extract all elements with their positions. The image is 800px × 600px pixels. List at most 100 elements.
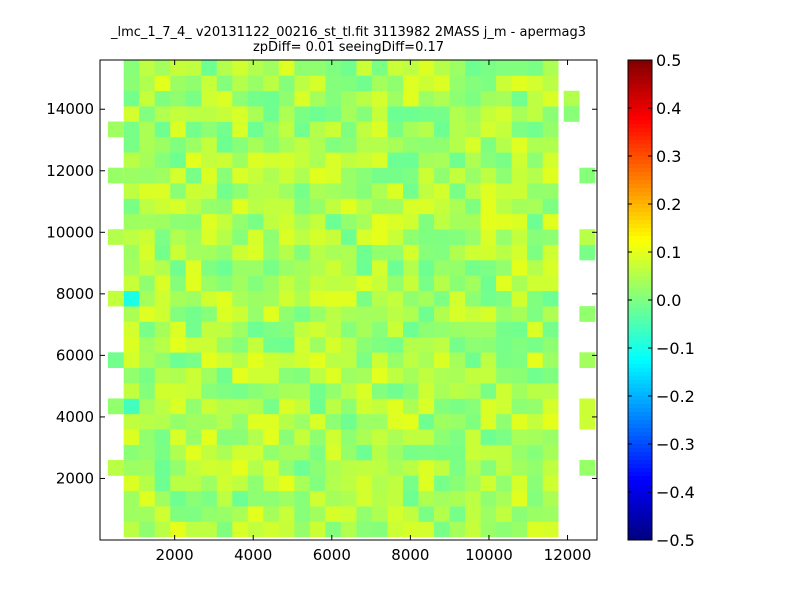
heatmap-cell [527, 336, 543, 353]
heatmap-cell [170, 198, 187, 215]
colorbar-segment [628, 420, 652, 425]
heatmap-cell [511, 152, 528, 168]
heatmap-cell [325, 306, 342, 322]
heatmap-cell [418, 260, 435, 276]
heatmap-cell [579, 413, 596, 430]
heatmap-cell [449, 275, 466, 292]
heatmap-cell [201, 60, 218, 76]
colorbar-segment [628, 328, 652, 333]
heatmap-cell [418, 183, 435, 199]
heatmap-cell [309, 75, 326, 92]
heatmap-cell [371, 260, 388, 276]
heatmap-cell [418, 106, 435, 122]
heatmap-cell [309, 60, 326, 76]
heatmap-cell [496, 367, 512, 384]
heatmap-cell [371, 429, 388, 445]
heatmap-cell [216, 413, 233, 430]
heatmap-cell [325, 60, 342, 76]
heatmap-cell [201, 352, 218, 368]
heatmap-cell [247, 198, 264, 215]
heatmap-cell [294, 490, 311, 507]
heatmap-cell [403, 429, 419, 445]
colorbar-segment [628, 324, 652, 329]
heatmap-cell [480, 198, 497, 215]
heatmap-cell [294, 275, 311, 292]
heatmap-cell [496, 521, 512, 538]
heatmap-cell [418, 383, 435, 399]
heatmap-cell [449, 229, 466, 245]
heatmap-cell [449, 90, 466, 107]
colorbar-segment [628, 492, 652, 497]
heatmap-cell [107, 352, 124, 368]
heatmap-cell [201, 367, 218, 384]
heatmap-cell [294, 336, 311, 353]
heatmap-cell [527, 429, 543, 445]
heatmap-cell [403, 213, 419, 230]
heatmap-cell [387, 152, 404, 168]
heatmap-cell [403, 321, 419, 338]
heatmap-cell [139, 90, 156, 107]
heatmap-cell [371, 106, 388, 122]
heatmap-cell [201, 152, 218, 168]
heatmap-cell [294, 167, 311, 184]
heatmap-cell [263, 121, 280, 138]
heatmap-cell [340, 521, 357, 538]
heatmap-cell [496, 290, 512, 307]
heatmap-cell [465, 475, 481, 492]
heatmap-cell [340, 336, 357, 353]
heatmap-cell [403, 229, 419, 245]
colorbar-segment [628, 348, 652, 353]
heatmap-cell [154, 106, 171, 122]
heatmap-cell [201, 444, 218, 461]
heatmap-cell [496, 90, 512, 107]
heatmap-cell [496, 383, 512, 399]
heatmap-cell [465, 321, 481, 338]
heatmap-cell [434, 306, 450, 322]
heatmap-cell [371, 213, 388, 230]
chart-title-line-2: zpDiff= 0.01 seeingDiff=0.17 [252, 40, 445, 55]
heatmap-cell [511, 383, 528, 399]
heatmap-cell [294, 198, 311, 215]
heatmap-cell [123, 413, 140, 430]
heatmap-cell [216, 521, 233, 538]
heatmap-cell [387, 260, 404, 276]
heatmap-cell [294, 213, 311, 230]
heatmap-cell [387, 352, 404, 368]
heatmap-cell [418, 321, 435, 338]
heatmap-cell [356, 506, 373, 522]
heatmap-cell [201, 460, 218, 476]
colorbar-tick-label: −0.2 [656, 387, 695, 406]
heatmap-cell [403, 306, 419, 322]
heatmap-cell [185, 444, 202, 461]
heatmap-cell [418, 475, 435, 492]
heatmap-cell [294, 352, 311, 368]
y-tick-label: 2000 [56, 469, 94, 487]
heatmap-cell [465, 429, 481, 445]
heatmap-cell [449, 321, 466, 338]
heatmap-cell [496, 506, 512, 522]
heatmap-cell [232, 290, 249, 307]
heatmap-cell [387, 290, 404, 307]
heatmap-cell [496, 229, 512, 245]
heatmap-cell [185, 167, 202, 184]
heatmap-cell [418, 398, 435, 415]
heatmap-cell [403, 413, 419, 430]
heatmap-cell [542, 336, 559, 353]
heatmap-cell [107, 167, 124, 184]
heatmap-cell [511, 367, 528, 384]
heatmap-cell [294, 367, 311, 384]
heatmap-cell [325, 198, 342, 215]
heatmap-cell [278, 444, 295, 461]
heatmap-cell [356, 429, 373, 445]
heatmap-cell [371, 121, 388, 138]
heatmap-cell [325, 275, 342, 292]
heatmap-cell [340, 398, 357, 415]
heatmap-cell [216, 475, 233, 492]
heatmap-cell [263, 290, 280, 307]
heatmap-cell [170, 460, 187, 476]
colorbar-tick-label: 0.1 [656, 243, 681, 262]
heatmap-cell [403, 167, 419, 184]
heatmap-cell [247, 475, 264, 492]
heatmap-cell [387, 521, 404, 538]
